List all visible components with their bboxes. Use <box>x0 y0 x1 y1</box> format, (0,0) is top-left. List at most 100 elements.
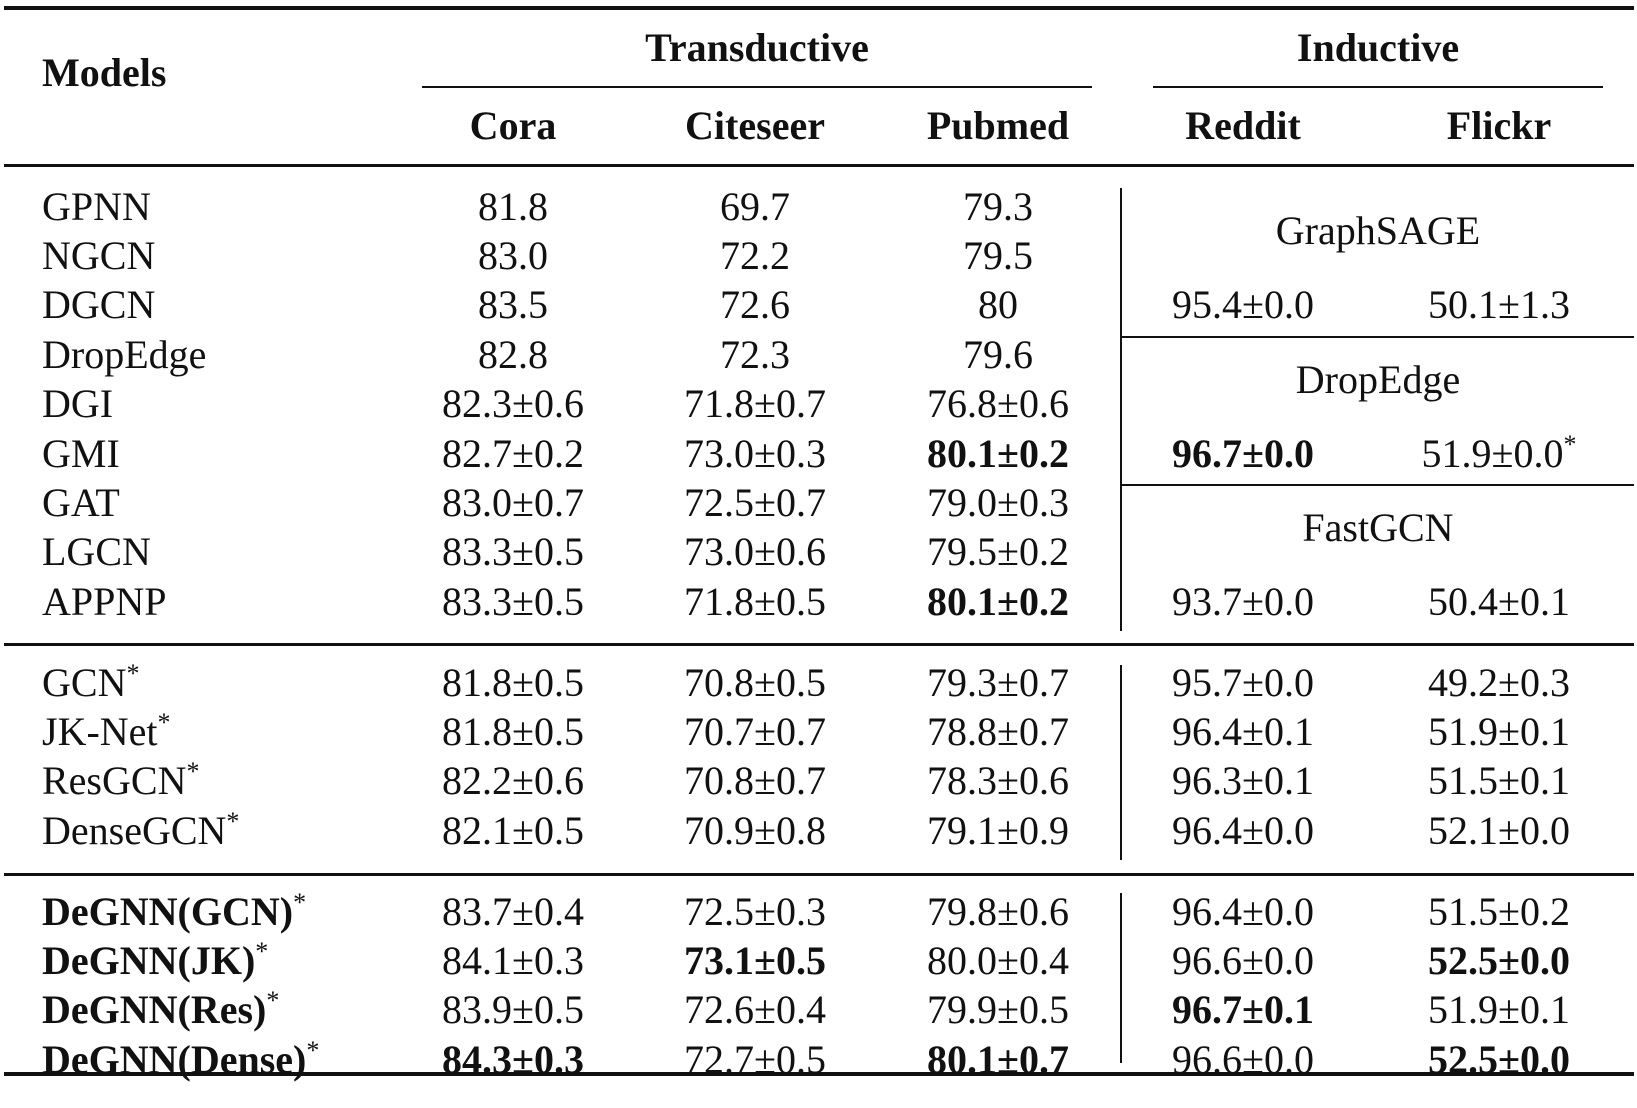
cell-reddit: 96.6±0.0 <box>1172 1037 1314 1082</box>
cell-flickr: 51.9±0.0* <box>1421 430 1577 476</box>
cell-flickr: 50.4±0.1 <box>1428 579 1570 624</box>
model-name: DeGNN(GCN)* <box>42 888 307 934</box>
cell-cora: 83.3±0.5 <box>442 529 584 574</box>
cell-cora: 81.8 <box>478 184 548 229</box>
block-name: GraphSAGE <box>1275 208 1481 253</box>
col-citeseer: Citeseer <box>685 103 825 148</box>
cell-reddit: 96.4±0.0 <box>1172 808 1314 853</box>
cell-reddit: 96.7±0.1 <box>1172 987 1314 1032</box>
cell-pubmed: 80.0±0.4 <box>927 938 1069 983</box>
cell-citeseer: 73.1±0.5 <box>684 938 826 983</box>
cell-reddit: 95.4±0.0 <box>1172 282 1314 327</box>
cell-pubmed: 80 <box>978 282 1018 327</box>
cell-citeseer: 70.8±0.7 <box>684 758 826 803</box>
cell-cora: 84.1±0.3 <box>442 938 584 983</box>
model-name: GCN* <box>42 659 140 705</box>
cell-citeseer: 70.8±0.5 <box>684 660 826 705</box>
group-inductive: Inductive <box>1296 25 1460 70</box>
cell-reddit: 96.4±0.1 <box>1172 709 1314 754</box>
cell-reddit: 95.7±0.0 <box>1172 660 1314 705</box>
cell-cora: 82.3±0.6 <box>442 381 584 426</box>
v-sep-2 <box>1120 665 1122 860</box>
inductive-divider-2 <box>1121 484 1634 486</box>
block-name: FastGCN <box>1302 505 1454 550</box>
cell-pubmed: 79.3 <box>963 184 1033 229</box>
cell-cora: 83.0±0.7 <box>442 480 584 525</box>
cell-cora: 83.7±0.4 <box>442 889 584 934</box>
cell-pubmed: 76.8±0.6 <box>927 381 1069 426</box>
cell-citeseer: 72.2 <box>720 233 790 278</box>
col-flickr: Flickr <box>1446 103 1552 148</box>
model-name: DeGNN(JK)* <box>42 937 269 983</box>
top-rule <box>4 6 1634 10</box>
header-rule <box>4 164 1634 167</box>
cell-cora: 81.8±0.5 <box>442 709 584 754</box>
cell-reddit: 93.7±0.0 <box>1172 579 1314 624</box>
cell-flickr: 50.1±1.3 <box>1428 282 1570 327</box>
model-name: LGCN <box>42 529 151 574</box>
inductive-underline <box>1153 86 1603 88</box>
section1-rule <box>4 643 1634 646</box>
cell-pubmed: 79.5 <box>963 233 1033 278</box>
cell-citeseer: 72.7±0.5 <box>684 1037 826 1082</box>
cell-flickr: 51.5±0.2 <box>1428 889 1570 934</box>
cell-cora: 83.3±0.5 <box>442 579 584 624</box>
group-transductive: Transductive <box>645 25 869 70</box>
cell-citeseer: 70.7±0.7 <box>684 709 826 754</box>
cell-citeseer: 69.7 <box>720 184 790 229</box>
block-name: DropEdge <box>1295 357 1461 402</box>
cell-flickr: 52.5±0.0 <box>1428 1037 1570 1082</box>
col-cora: Cora <box>469 103 557 148</box>
v-sep-1 <box>1120 188 1122 631</box>
cell-pubmed: 79.3±0.7 <box>927 660 1069 705</box>
models-header: Models <box>42 50 167 95</box>
cell-reddit: 96.6±0.0 <box>1172 938 1314 983</box>
inductive-divider-1 <box>1121 336 1634 338</box>
cell-pubmed: 78.8±0.7 <box>927 709 1069 754</box>
section2-rule <box>4 873 1634 876</box>
model-name: APPNP <box>42 579 167 624</box>
cell-citeseer: 71.8±0.7 <box>684 381 826 426</box>
model-name: DeGNN(Dense)* <box>42 1036 320 1082</box>
model-name: NGCN <box>42 233 156 278</box>
cell-cora: 81.8±0.5 <box>442 660 584 705</box>
model-name: DGI <box>42 381 114 426</box>
model-name: GPNN <box>42 184 151 229</box>
cell-pubmed: 80.1±0.2 <box>927 431 1069 476</box>
cell-flickr: 51.9±0.1 <box>1428 987 1570 1032</box>
cell-citeseer: 72.5±0.7 <box>684 480 826 525</box>
cell-flickr: 51.5±0.1 <box>1428 758 1570 803</box>
cell-pubmed: 79.8±0.6 <box>927 889 1069 934</box>
model-name: GMI <box>42 431 120 476</box>
cell-cora: 83.9±0.5 <box>442 987 584 1032</box>
col-pubmed: Pubmed <box>926 103 1070 148</box>
cell-cora: 82.1±0.5 <box>442 808 584 853</box>
col-reddit: Reddit <box>1185 103 1301 148</box>
cell-reddit: 96.3±0.1 <box>1172 758 1314 803</box>
model-name: DenseGCN* <box>42 807 240 853</box>
cell-citeseer: 70.9±0.8 <box>684 808 826 853</box>
cell-pubmed: 80.1±0.2 <box>927 579 1069 624</box>
cell-pubmed: 79.5±0.2 <box>927 529 1069 574</box>
cell-cora: 82.2±0.6 <box>442 758 584 803</box>
cell-citeseer: 72.6 <box>720 282 790 327</box>
model-name: DGCN <box>42 282 156 327</box>
cell-pubmed: 80.1±0.7 <box>927 1037 1069 1082</box>
model-name: ResGCN* <box>42 757 200 803</box>
cell-citeseer: 73.0±0.3 <box>684 431 826 476</box>
cell-reddit: 96.7±0.0 <box>1172 431 1314 476</box>
cell-pubmed: 79.1±0.9 <box>927 808 1069 853</box>
model-name: DeGNN(Res)* <box>42 986 280 1032</box>
cell-cora: 83.0 <box>478 233 548 278</box>
cell-flickr: 52.5±0.0 <box>1428 938 1570 983</box>
cell-pubmed: 79.9±0.5 <box>927 987 1069 1032</box>
bottom-rule <box>4 1072 1634 1076</box>
v-sep-3 <box>1120 893 1122 1063</box>
cell-cora: 83.5 <box>478 282 548 327</box>
cell-citeseer: 71.8±0.5 <box>684 579 826 624</box>
cell-cora: 82.8 <box>478 332 548 377</box>
cell-flickr: 51.9±0.1 <box>1428 709 1570 754</box>
cell-citeseer: 72.3 <box>720 332 790 377</box>
model-name: JK-Net* <box>42 708 171 754</box>
cell-cora: 84.3±0.3 <box>442 1037 584 1082</box>
